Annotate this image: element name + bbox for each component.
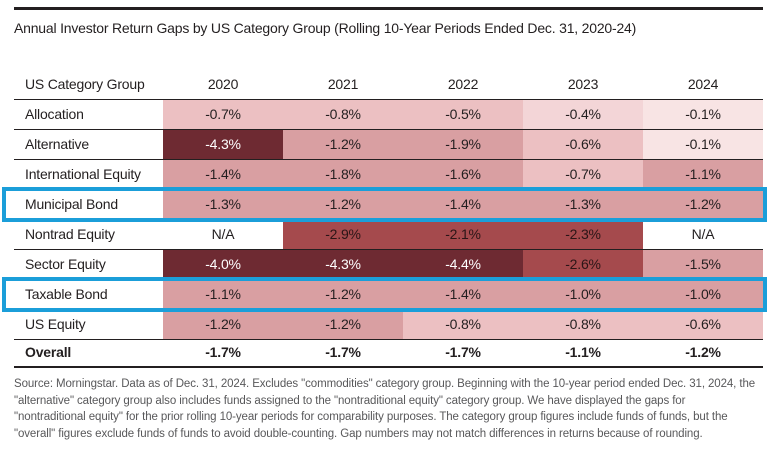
row-label: Municipal Bond <box>14 190 163 219</box>
row-label: International Equity <box>14 160 163 189</box>
value-cell: -4.0% <box>163 250 283 279</box>
value-cell: -4.3% <box>283 250 403 279</box>
top-divider <box>14 7 763 10</box>
column-header-year: 2021 <box>327 76 359 92</box>
value-cell: -4.3% <box>163 130 283 159</box>
value-cell: -1.2% <box>283 130 403 159</box>
value-cell: -1.6% <box>403 160 523 189</box>
value-cell: -0.7% <box>163 100 283 129</box>
value-cell: -2.9% <box>283 220 403 249</box>
table-row: Sector Equity -4.0% -4.3% -4.4% -2.6% -1.5% <box>14 249 763 279</box>
table-row: Allocation -0.7% -0.8% -0.5% -0.4% -0.1% <box>14 99 763 129</box>
value-cell: N/A <box>163 220 283 249</box>
value-cell: -1.2% <box>283 280 403 309</box>
source-footnote: Source: Morningstar. Data as of Dec. 31,… <box>14 378 756 440</box>
row-label: Overall <box>14 340 163 366</box>
value-cell: -1.2% <box>643 190 763 219</box>
value-cell: -1.2% <box>163 310 283 339</box>
column-header-year: 2023 <box>567 76 599 92</box>
table-row-overall: Overall -1.7% -1.7% -1.7% -1.1% -1.2% <box>14 339 763 368</box>
value-cell: -0.8% <box>283 100 403 129</box>
value-cell: -1.7% <box>403 340 523 366</box>
value-cell: -1.4% <box>163 160 283 189</box>
value-cell: -1.3% <box>523 190 643 219</box>
exhibit-container: Annual Investor Return Gaps by US Catego… <box>2 7 767 442</box>
row-label: Nontrad Equity <box>14 220 163 249</box>
table-row: Municipal Bond -1.3% -1.2% -1.4% -1.3% -1.2% <box>2 187 767 222</box>
value-cell: -0.8% <box>403 310 523 339</box>
column-header-year: 2020 <box>207 76 239 92</box>
value-cell: -0.6% <box>643 310 763 339</box>
value-cell: -1.3% <box>163 190 283 219</box>
value-cell: -0.4% <box>523 100 643 129</box>
table-row: Nontrad Equity N/A -2.9% -2.1% -2.3% N/A <box>14 219 763 249</box>
value-cell: -1.1% <box>643 160 763 189</box>
value-cell: -2.1% <box>403 220 523 249</box>
table-row: Taxable Bond -1.1% -1.2% -1.4% -1.0% -1.0% <box>2 277 767 312</box>
value-cell: -1.7% <box>283 340 403 366</box>
value-cell: -1.1% <box>163 280 283 309</box>
table-row: Alternative -4.3% -1.2% -1.9% -0.6% -0.1% <box>14 129 763 159</box>
value-cell: -0.6% <box>523 130 643 159</box>
row-label: US Equity <box>14 310 163 339</box>
value-cell: -2.3% <box>523 220 643 249</box>
table-row: International Equity -1.4% -1.8% -1.6% -0.7%… <box>14 159 763 189</box>
value-cell: -0.5% <box>403 100 523 129</box>
row-label: Taxable Bond <box>14 280 163 309</box>
value-cell: -4.4% <box>403 250 523 279</box>
value-cell: -1.7% <box>163 340 283 366</box>
value-cell: -1.4% <box>403 280 523 309</box>
row-label: Sector Equity <box>14 250 163 279</box>
row-label: Allocation <box>14 100 163 129</box>
value-cell: -1.2% <box>283 310 403 339</box>
value-cell: -1.0% <box>523 280 643 309</box>
row-label: Alternative <box>14 130 163 159</box>
value-cell: -0.1% <box>643 130 763 159</box>
value-cell: -1.0% <box>643 280 763 309</box>
value-cell: -1.2% <box>283 190 403 219</box>
value-cell: -1.1% <box>523 340 643 366</box>
value-cell: N/A <box>643 220 763 249</box>
value-cell: -1.4% <box>403 190 523 219</box>
return-gaps-table: US Category Group 2020 2021 2022 2023 2024 A… <box>2 71 767 368</box>
value-cell: -0.8% <box>523 310 643 339</box>
value-cell: -1.5% <box>643 250 763 279</box>
value-cell: -0.7% <box>523 160 643 189</box>
value-cell: -0.1% <box>643 100 763 129</box>
column-header-year: 2022 <box>447 76 479 92</box>
table-header-row: US Category Group 2020 2021 2022 2023 2024 <box>14 71 763 99</box>
column-header-category: US Category Group <box>14 71 163 99</box>
value-cell: -1.8% <box>283 160 403 189</box>
column-header-year: 2024 <box>687 76 719 92</box>
value-cell: -1.2% <box>643 340 763 366</box>
table-row: US Equity -1.2% -1.2% -0.8% -0.8% -0.6% <box>14 309 763 339</box>
value-cell: -1.9% <box>403 130 523 159</box>
page-title: Annual Investor Return Gaps by US Catego… <box>14 20 637 36</box>
value-cell: -2.6% <box>523 250 643 279</box>
